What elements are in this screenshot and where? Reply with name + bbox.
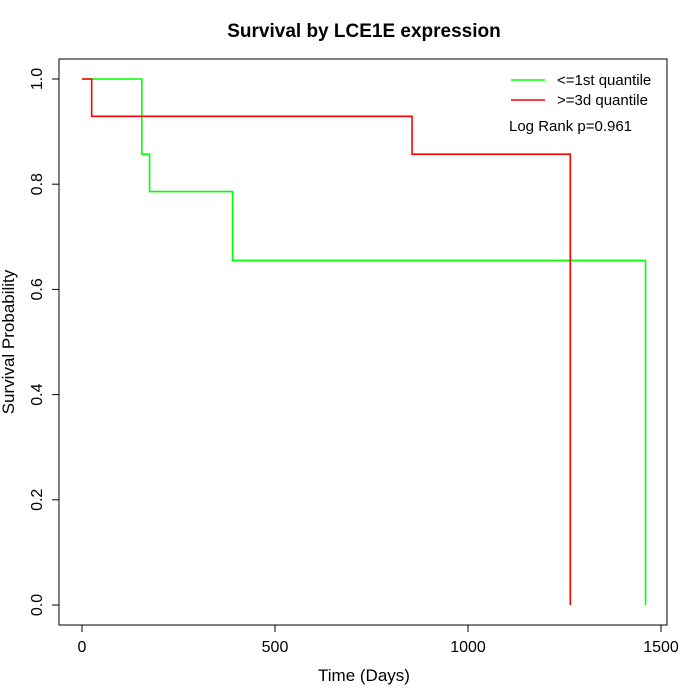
series-line-0 <box>82 78 647 605</box>
plot-frame <box>58 58 668 626</box>
y-axis: 0.0 0.2 0.4 0.6 0.8 1.0 <box>29 68 60 616</box>
x-tick-label: 1500 <box>643 639 679 656</box>
legend-label: >=3d quantile <box>557 92 648 109</box>
series-line-1 <box>82 78 572 605</box>
y-tick-label: 0.4 <box>29 383 46 405</box>
y-tick-label: 1.0 <box>29 68 46 90</box>
y-axis-title: Survival Probability <box>0 269 18 414</box>
log-rank-annotation: Log Rank p=0.961 <box>509 118 632 135</box>
y-tick-label: 0.0 <box>29 594 46 616</box>
x-tick-label: 1000 <box>450 639 486 656</box>
x-tick-label: 500 <box>262 639 289 656</box>
x-axis: 0 500 1000 1500 <box>78 624 679 656</box>
x-tick-label: 0 <box>78 639 87 656</box>
x-axis-title: Time (Days) <box>318 666 410 685</box>
legend: <=1st quantile >=3d quantile <box>511 72 651 109</box>
y-tick-label: 0.8 <box>29 173 46 195</box>
y-tick-label: 0.6 <box>29 278 46 300</box>
legend-label: <=1st quantile <box>557 72 651 89</box>
chart-title: Survival by LCE1E expression <box>227 21 501 42</box>
y-tick-label: 0.2 <box>29 489 46 511</box>
series-layer <box>82 78 647 605</box>
